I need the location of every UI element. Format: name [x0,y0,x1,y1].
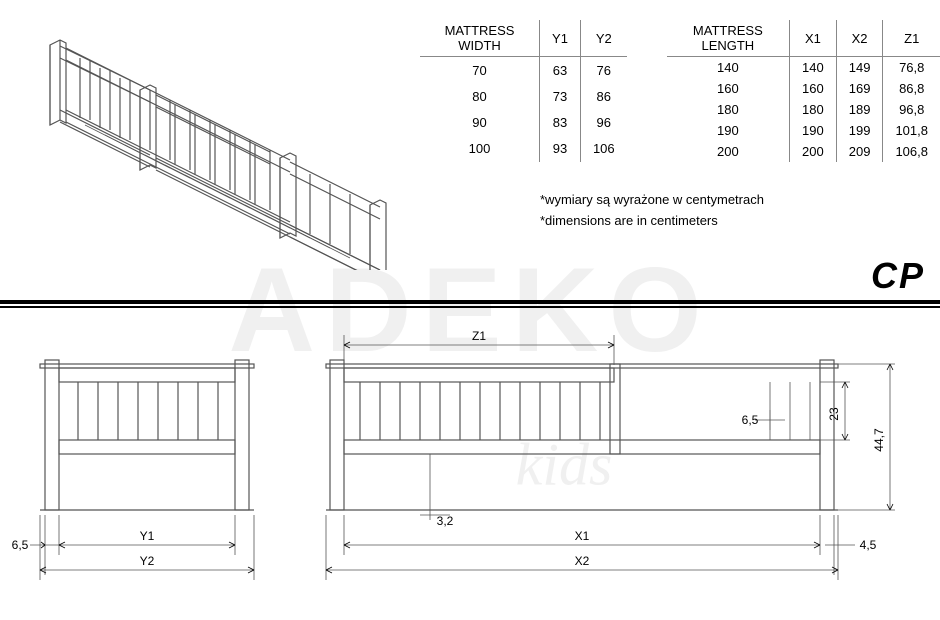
table-cell: 180 [790,99,837,120]
table-cell: 70 [420,57,540,84]
table-cell: 63 [540,57,581,84]
top-section: MATTRESS WIDTHY1Y2 706376807386908396100… [0,0,940,280]
dim-z1: Z1 [472,329,486,343]
table-cell: 73 [540,83,581,109]
table-cell: 96,8 [883,99,940,120]
dim-slat-gap: 6,5 [742,413,759,427]
table-cell: 160 [667,78,790,99]
end-view [30,360,254,580]
col-header: MATTRESS LENGTH [667,20,790,57]
table-row: 16016016986,8 [667,78,940,99]
col-header: Z1 [883,20,940,57]
dim-y1: Y1 [140,529,155,543]
width-table: MATTRESS WIDTHY1Y2 706376807386908396100… [420,20,627,162]
table-cell: 190 [667,120,790,141]
col-header: X2 [836,20,883,57]
table-cell: 149 [836,57,883,79]
table-cell: 76,8 [883,57,940,79]
dimension-notes: *wymiary są wyrażone w centymetrach *dim… [540,190,764,232]
table-cell: 140 [667,57,790,79]
table-row: 18018018996,8 [667,99,940,120]
table-cell: 93 [540,136,581,162]
table-cell: 80 [420,83,540,109]
dim-post-right: 4,5 [860,538,877,552]
table-row: 706376 [420,57,627,84]
side-view [326,335,895,580]
table-row: 908396 [420,110,627,136]
table-cell: 169 [836,78,883,99]
note-pl: *wymiary są wyrażone w centymetrach [540,190,764,211]
dim-base-h: 3,2 [437,514,454,528]
table-row: 807386 [420,83,627,109]
table-cell: 83 [540,110,581,136]
table-cell: 101,8 [883,120,940,141]
table-cell: 160 [790,78,837,99]
orthographic-views: 6,5 Y1 Y2 Z1 6,5 23 44,7 4,5 3,2 X1 X2 [0,320,940,620]
col-header: Y1 [540,20,581,57]
dim-post-left: 6,5 [12,538,29,552]
cp-logo: CP [871,255,925,297]
dim-x1: X1 [575,529,590,543]
table-cell: 190 [790,120,837,141]
table-cell: 106,8 [883,141,940,162]
col-header: MATTRESS WIDTH [420,20,540,57]
table-cell: 76 [580,57,626,84]
table-cell: 86 [580,83,626,109]
table-row: 14014014976,8 [667,57,940,79]
table-row: 200200209106,8 [667,141,940,162]
section-divider [0,300,940,308]
col-header: X1 [790,20,837,57]
dim-rail-h: 23 [827,407,841,421]
table-cell: 90 [420,110,540,136]
table-row: 10093106 [420,136,627,162]
table-cell: 96 [580,110,626,136]
table-cell: 200 [667,141,790,162]
table-cell: 189 [836,99,883,120]
table-cell: 180 [667,99,790,120]
dim-y2: Y2 [140,554,155,568]
isometric-bed-drawing [10,10,410,270]
table-cell: 200 [790,141,837,162]
dim-total-h: 44,7 [872,428,886,452]
note-en: *dimensions are in centimeters [540,211,764,232]
dimension-tables: MATTRESS WIDTHY1Y2 706376807386908396100… [420,20,940,162]
table-row: 190190199101,8 [667,120,940,141]
col-header: Y2 [580,20,626,57]
table-cell: 86,8 [883,78,940,99]
table-cell: 209 [836,141,883,162]
table-cell: 106 [580,136,626,162]
length-table: MATTRESS LENGTHX1X2Z1 14014014976,816016… [667,20,940,162]
table-cell: 199 [836,120,883,141]
table-cell: 100 [420,136,540,162]
table-cell: 140 [790,57,837,79]
dim-x2: X2 [575,554,590,568]
